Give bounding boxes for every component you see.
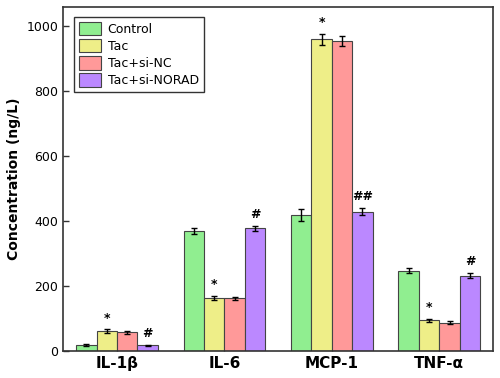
Bar (352, 212, 372, 351)
Bar (184, 231, 204, 351)
Text: #: # (250, 208, 260, 221)
Text: #: # (464, 256, 475, 268)
Text: #: # (142, 327, 153, 340)
Bar (224, 298, 245, 351)
Text: *: * (104, 311, 110, 325)
Bar (398, 271, 419, 351)
Bar (312, 39, 332, 351)
Bar (440, 322, 460, 351)
Text: *: * (426, 301, 432, 314)
Y-axis label: Concentration (ng/L): Concentration (ng/L) (7, 98, 21, 260)
Bar (291, 215, 312, 351)
Bar (332, 41, 352, 351)
Bar (419, 320, 440, 351)
Text: *: * (318, 16, 325, 29)
Bar (245, 228, 266, 351)
Bar (460, 276, 480, 351)
Bar (117, 332, 138, 351)
Bar (76, 345, 96, 351)
Text: ##: ## (352, 190, 373, 203)
Bar (204, 297, 225, 351)
Bar (138, 345, 158, 351)
Text: *: * (211, 278, 218, 291)
Legend: Control, Tac, Tac+si-NC, Tac+si-NORAD: Control, Tac, Tac+si-NC, Tac+si-NORAD (74, 17, 204, 92)
Bar (96, 331, 117, 351)
